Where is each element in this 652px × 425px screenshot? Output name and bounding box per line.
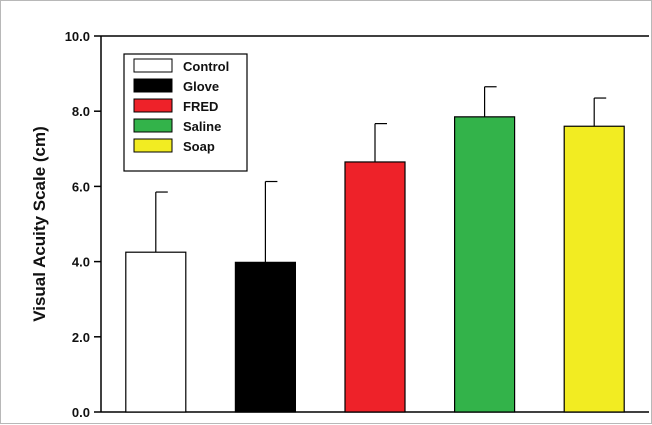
legend-label-soap: Soap <box>183 139 215 154</box>
y-axis-label: Visual Acuity Scale (cm) <box>30 126 49 322</box>
y-tick-label: 10.0 <box>65 29 90 44</box>
bar-saline <box>454 116 516 413</box>
bar-glove <box>234 261 296 413</box>
legend-label-fred: FRED <box>183 99 218 114</box>
legend-swatch-soap <box>133 138 173 153</box>
legend-swatch-control <box>133 58 173 73</box>
legend-swatch-saline <box>133 118 173 133</box>
bars-group <box>125 86 625 413</box>
y-axis-ticks: 0.0 2.0 4.0 6.0 8.0 10.0 <box>65 29 101 420</box>
bar-fred <box>344 161 406 413</box>
legend-label-glove: Glove <box>183 79 219 94</box>
bar-soap <box>563 125 625 413</box>
legend: Control Glove FRED Saline Soap <box>123 53 248 172</box>
y-tick-label: 6.0 <box>72 179 90 194</box>
y-tick-label: 2.0 <box>72 330 90 345</box>
y-tick-label: 0.0 <box>72 405 90 420</box>
legend-label-control: Control <box>183 59 229 74</box>
legend-label-saline: Saline <box>183 119 221 134</box>
legend-swatch-fred <box>133 98 173 113</box>
bar-control <box>125 251 187 413</box>
y-tick-label: 4.0 <box>72 255 90 270</box>
legend-swatch-glove <box>133 78 173 93</box>
y-tick-label: 8.0 <box>72 104 90 119</box>
